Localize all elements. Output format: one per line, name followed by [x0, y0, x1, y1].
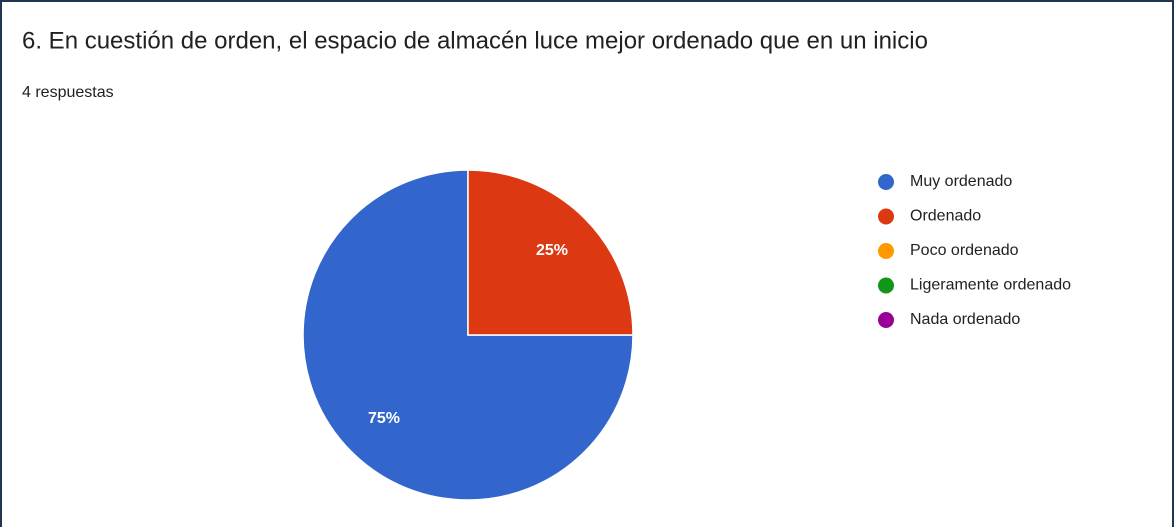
chart-title: 6. En cuestión de orden, el espacio de a…	[22, 27, 928, 54]
pie-slice	[302, 169, 634, 501]
legend-swatch	[878, 208, 894, 225]
legend-label: Nada ordenado	[910, 311, 1020, 328]
legend-label: Ligeramente ordenado	[910, 277, 1071, 294]
chart-subtitle: 4 respuestas	[22, 84, 114, 101]
legend-label: Muy ordenado	[910, 173, 1012, 190]
slice-label: 75%	[368, 410, 400, 427]
legend-label: Poco ordenado	[910, 242, 1019, 259]
legend-swatch	[878, 277, 894, 294]
legend-label: Ordenado	[910, 208, 981, 225]
legend-swatch	[878, 312, 894, 328]
pie-slice	[467, 169, 634, 336]
slice-label: 25%	[536, 242, 568, 259]
legend-swatch	[878, 174, 894, 190]
legend-swatch	[878, 243, 894, 259]
